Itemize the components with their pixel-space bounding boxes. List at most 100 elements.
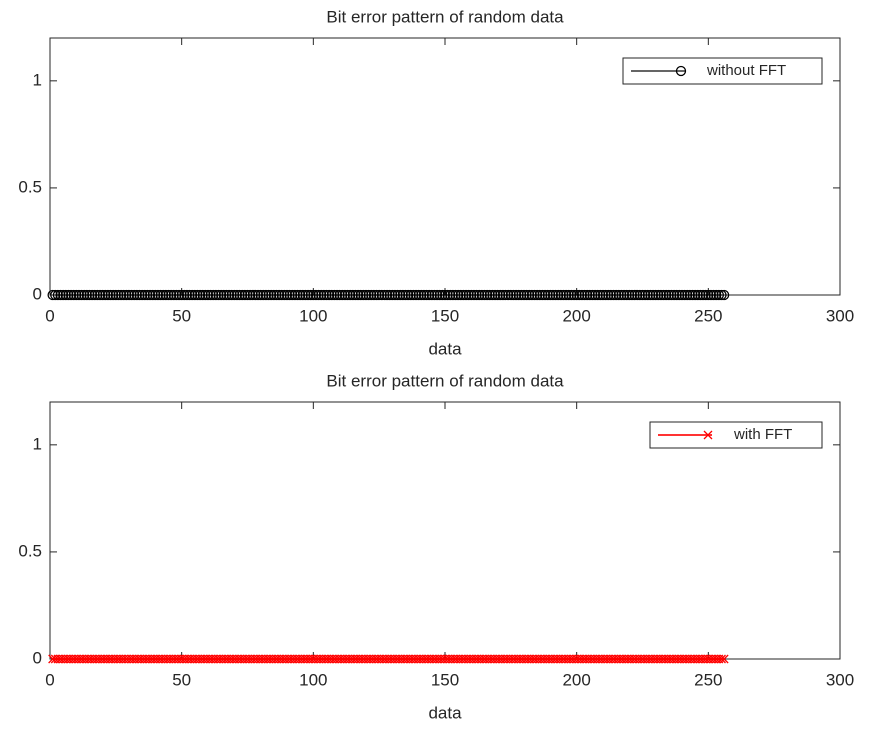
x-axis-label: data: [428, 703, 462, 722]
marker: [297, 289, 308, 301]
marker: [239, 289, 251, 301]
marker: [603, 289, 614, 301]
marker: [621, 289, 632, 301]
marker: [563, 289, 574, 301]
x-tick-label: 250: [694, 306, 722, 325]
marker: [605, 289, 617, 301]
marker: [345, 289, 356, 301]
marker: [358, 289, 369, 301]
marker: [719, 654, 729, 664]
marker: [350, 289, 361, 301]
marker: [439, 289, 451, 301]
marker: [650, 289, 661, 301]
marker: [147, 289, 158, 301]
marker: [424, 289, 435, 301]
marker: [597, 289, 609, 301]
marker: [705, 289, 717, 301]
marker: [123, 289, 135, 301]
marker: [690, 289, 701, 301]
marker: [587, 289, 598, 301]
marker: [668, 289, 680, 301]
marker: [389, 289, 401, 301]
marker: [592, 289, 603, 301]
marker: [287, 289, 298, 301]
marker: [179, 289, 190, 301]
marker: [266, 289, 277, 301]
marker: [316, 289, 327, 301]
marker: [532, 289, 543, 301]
marker: [629, 289, 640, 301]
marker: [568, 289, 580, 301]
y-tick-label: 0: [33, 284, 42, 303]
marker: [184, 289, 195, 301]
marker: [676, 289, 688, 301]
marker: [334, 289, 345, 301]
marker: [711, 289, 722, 301]
marker: [460, 289, 472, 301]
marker: [431, 289, 443, 301]
marker: [495, 289, 506, 301]
marker: [352, 289, 364, 301]
marker: [450, 289, 461, 301]
marker: [244, 289, 256, 301]
marker: [718, 289, 730, 301]
legend-label: with FFT: [733, 426, 792, 443]
marker: [481, 289, 493, 301]
marker: [137, 289, 148, 301]
marker: [479, 289, 490, 301]
marker: [360, 289, 372, 301]
x-tick-label: 300: [826, 670, 854, 689]
marker: [252, 289, 264, 301]
marker: [626, 289, 638, 301]
marker: [574, 289, 585, 301]
y-tick-label: 0.5: [18, 177, 42, 196]
marker: [121, 289, 132, 301]
marker: [684, 289, 696, 301]
marker: [171, 289, 182, 301]
marker: [500, 289, 511, 301]
marker: [545, 289, 556, 301]
marker: [529, 289, 540, 301]
marker: [489, 289, 501, 301]
marker: [476, 289, 488, 301]
marker: [165, 289, 177, 301]
marker: [453, 289, 464, 301]
marker: [321, 289, 332, 301]
marker: [202, 289, 214, 301]
marker: [158, 289, 169, 301]
marker: [434, 289, 445, 301]
marker: [455, 289, 466, 301]
x-tick-label: 150: [431, 670, 459, 689]
x-tick-label: 0: [45, 306, 54, 325]
x-axis-label: data: [428, 339, 462, 358]
marker: [584, 289, 595, 301]
marker: [653, 289, 664, 301]
x-tick-label: 150: [431, 306, 459, 325]
marker: [150, 289, 161, 301]
marker: [539, 289, 551, 301]
marker: [173, 289, 185, 301]
marker: [418, 289, 430, 301]
marker: [131, 289, 143, 301]
marker: [300, 289, 311, 301]
marker: [384, 289, 395, 301]
marker: [421, 289, 432, 301]
y-tick-label: 0: [33, 648, 42, 667]
marker: [242, 289, 253, 301]
marker: [513, 289, 524, 301]
marker: [79, 289, 90, 301]
marker: [442, 289, 453, 301]
marker: [50, 289, 61, 301]
marker: [437, 289, 448, 301]
marker: [410, 289, 422, 301]
marker: [326, 289, 337, 301]
marker: [347, 289, 358, 301]
marker: [550, 289, 561, 301]
marker: [542, 289, 553, 301]
marker: [258, 289, 269, 301]
marker: [102, 289, 114, 301]
marker: [371, 289, 382, 301]
marker: [416, 289, 427, 301]
marker: [189, 289, 200, 301]
